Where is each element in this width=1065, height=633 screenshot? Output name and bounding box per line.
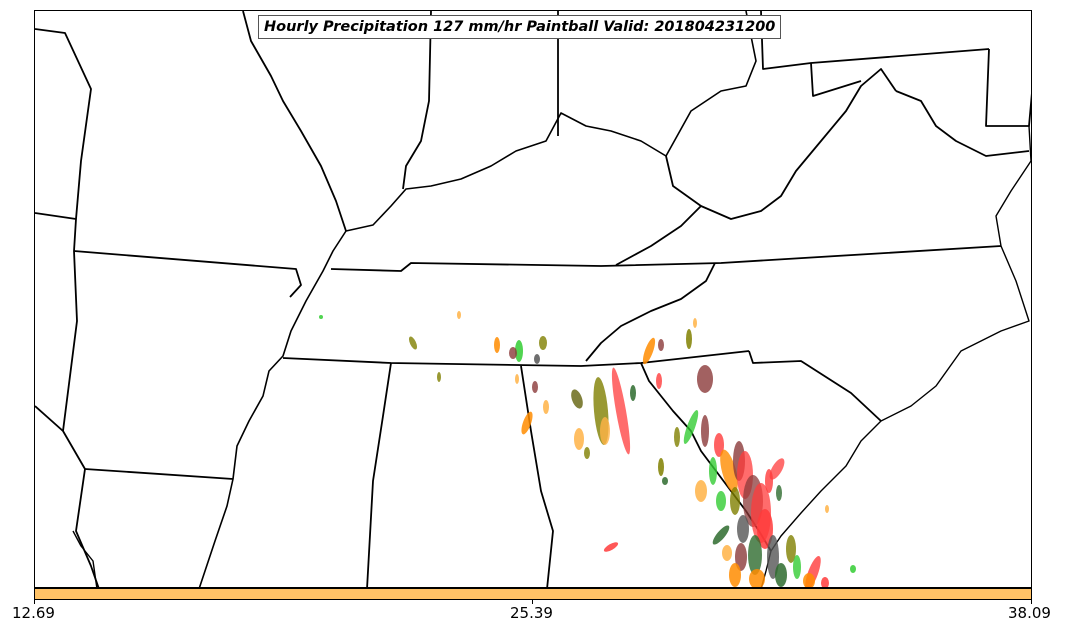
boundary-line [748, 350, 882, 422]
paintball-blob [603, 542, 619, 552]
paintball-blob [574, 428, 584, 450]
paintball-blob [683, 410, 699, 444]
paintball-blob [693, 318, 697, 328]
paintball-blob [457, 311, 461, 319]
paintball-blob [695, 480, 707, 502]
paintball-blob [515, 374, 519, 384]
state-boundaries [35, 11, 1031, 587]
paintball-blob [534, 354, 540, 364]
boundary-line [520, 365, 554, 587]
paintball-blob [729, 563, 741, 587]
paintball-blob [757, 509, 773, 549]
boundary-line [84, 468, 234, 480]
colorbar-tick [1031, 600, 1032, 604]
paintball-blob [515, 340, 523, 362]
ohio-river [665, 11, 757, 157]
paintball-blob [611, 367, 631, 455]
colorbar-tick-label-mid: 25.39 [510, 604, 553, 622]
precipitation-paintballs [319, 311, 856, 587]
colorbar-tick-label-max: 38.09 [1008, 604, 1051, 622]
paintball-blob [767, 535, 779, 579]
paintball-blob [697, 365, 713, 393]
paintball-blob [630, 385, 636, 401]
paintball-blob [748, 535, 762, 575]
paintball-blob [712, 525, 730, 545]
paintball-blob [735, 543, 747, 571]
paintball-blob [749, 569, 765, 587]
boundary-line [35, 212, 77, 220]
coastline [760, 125, 1031, 587]
boundary-line [665, 68, 897, 220]
paintball-blob [494, 337, 500, 353]
paintball-blob [408, 336, 418, 350]
paintball-blob [437, 372, 441, 382]
boundary-line [62, 218, 78, 432]
paintball-blob [825, 505, 829, 513]
paintball-blob [658, 339, 664, 351]
paintball-blob [600, 417, 610, 445]
map-title: Hourly Precipitation 127 mm/hr Paintball… [258, 15, 782, 39]
paintball-blob [701, 415, 709, 447]
paintball-blob [803, 573, 815, 587]
paintball-blob [793, 555, 801, 579]
colorbar-tick-label-min: 12.69 [12, 604, 55, 622]
paintball-blob [716, 491, 726, 511]
boundary-line [330, 245, 1002, 272]
paintball-blob [686, 329, 692, 349]
boundary-line [35, 405, 86, 470]
paintball-blob [658, 458, 664, 476]
boundary-line [75, 468, 100, 587]
paintball-blob [642, 337, 656, 365]
paintball-blob [786, 535, 796, 563]
paintball-blob [532, 381, 538, 393]
coastline [72, 530, 98, 587]
map-canvas [35, 11, 1031, 587]
colorbar-tick [532, 600, 533, 604]
paintball-blob [674, 427, 680, 447]
paintball-blob [543, 400, 549, 414]
paintball-blob [709, 457, 717, 485]
boundary-line [985, 48, 1031, 127]
boundary-line [402, 11, 432, 190]
colorbar-tick [34, 600, 35, 604]
paintball-blob [319, 315, 323, 319]
paintball-blob [775, 563, 787, 587]
boundary-line [760, 11, 990, 70]
boundary-line [366, 362, 392, 587]
paintball-blob [571, 389, 583, 409]
paintball-blob [776, 485, 782, 501]
paintball-blob [714, 433, 724, 457]
paintball-blob [521, 411, 533, 435]
boundary-line [242, 11, 347, 232]
paintball-blob [769, 458, 785, 480]
boundary-line [810, 62, 862, 97]
paintball-blob [850, 565, 856, 573]
paintball-blob [584, 447, 590, 459]
boundary-line [282, 350, 750, 367]
paintball-blob [737, 515, 749, 543]
paintball-blob [656, 373, 662, 389]
map-panel [34, 10, 1032, 588]
paintball-blob [720, 449, 738, 493]
ohio-river [345, 112, 667, 232]
boundary-line [73, 250, 302, 298]
paintball-blob [662, 477, 668, 485]
mississippi-river [198, 230, 347, 587]
boundary-line [35, 28, 92, 220]
paintball-blob [730, 487, 740, 515]
paintball-blob [821, 577, 829, 587]
boundary-line [585, 262, 716, 362]
boundary-line [895, 90, 1030, 157]
boundary-line [615, 205, 702, 266]
paintball-blob [539, 336, 547, 350]
colorbar [34, 588, 1032, 600]
paintball-blob [509, 347, 517, 359]
paintball-blob [722, 545, 732, 561]
